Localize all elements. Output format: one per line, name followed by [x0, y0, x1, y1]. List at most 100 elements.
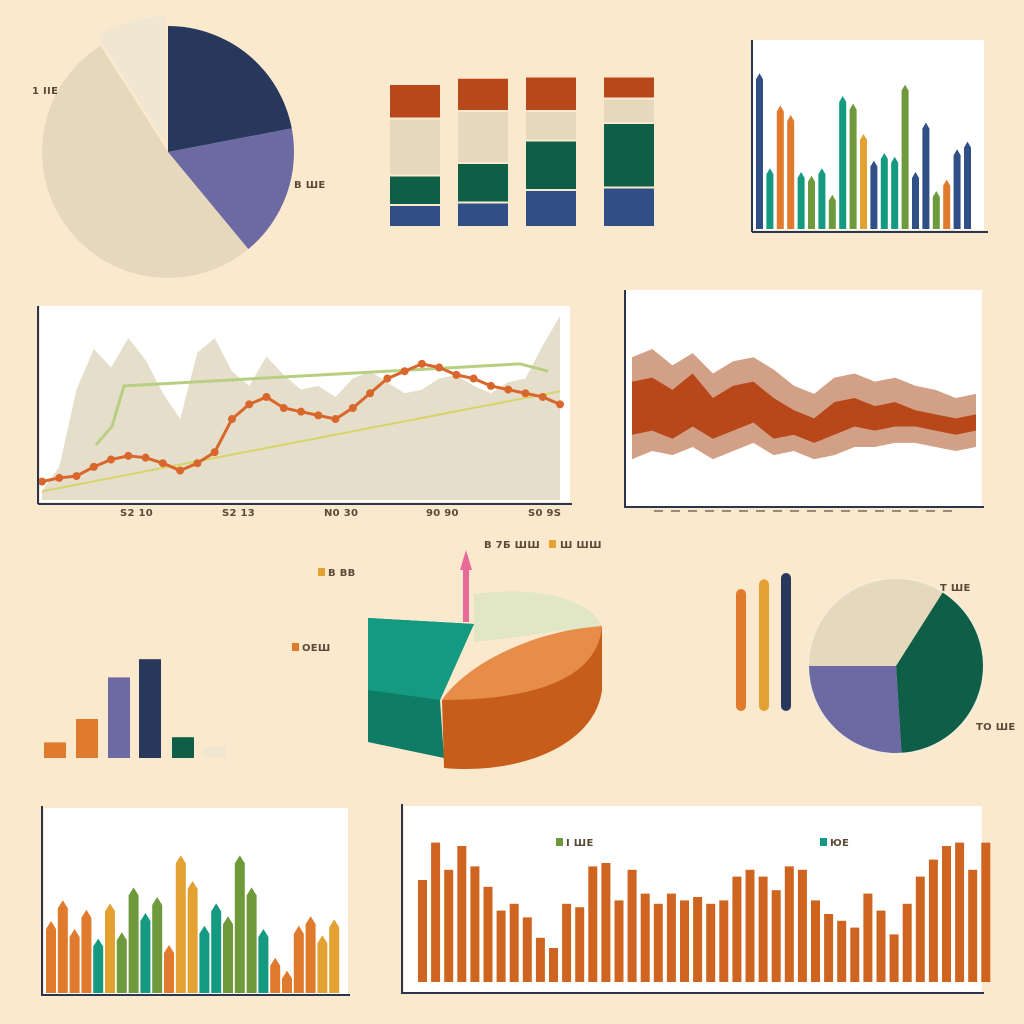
lower-left-bar-4	[139, 659, 161, 758]
bottom-right-bar-19	[653, 903, 663, 982]
bottom-right-bar-36	[876, 910, 886, 982]
line-chart-orange-point-3	[72, 472, 81, 481]
pie3d-pale-slice	[474, 591, 602, 642]
pie-right-slice-2	[896, 591, 985, 754]
bottom-right-bar-2	[431, 842, 441, 982]
thin-bar-14	[891, 156, 899, 229]
line-chart-yellow-line	[41, 390, 561, 493]
thin-bar-10	[849, 103, 857, 229]
pie-right-label-2: ТО ШЕ	[976, 722, 1016, 733]
stacked-bar-1-segment-4	[390, 85, 440, 118]
bottom-left-bar-14	[199, 925, 210, 993]
pie3d-arrow-shaft	[463, 566, 469, 622]
bottom-right-bar-43	[968, 869, 978, 982]
line-chart-orange-point-21	[383, 374, 392, 383]
line-x-tick-3: N0 30	[324, 508, 358, 519]
stacked-bar-1-segment-3	[390, 119, 440, 175]
line-x-tick-2: S2 13	[222, 508, 255, 519]
stacked-bar-4-segment-3	[604, 99, 654, 122]
thin-bar-21	[964, 141, 971, 229]
bottom-right-bar-5	[470, 866, 480, 982]
pie-chart-top-left	[42, 16, 294, 278]
band-area-chart-right	[632, 349, 976, 512]
pie3d-orange-top	[442, 626, 602, 700]
stacked-bar-4-segment-1	[604, 188, 654, 226]
bottom-right-bar-40	[928, 859, 938, 982]
line-chart-orange-point-18	[331, 415, 340, 424]
line-chart-orange-point-29	[521, 389, 530, 398]
line-chart-orange-point-1	[38, 477, 46, 486]
bottom-right-legend-swatch-2	[820, 838, 827, 846]
bottom-right-bar-12	[562, 903, 572, 982]
stacked-bar-3-segment-4	[526, 77, 576, 110]
thin-bar-8	[828, 194, 836, 229]
lower-left-bar-1	[44, 742, 66, 758]
bottom-right-bar-16	[614, 900, 624, 982]
pie3d-label-3: В ВВ	[328, 568, 356, 579]
bottom-left-bar-21	[282, 970, 292, 993]
bottom-right-bar-32	[824, 914, 834, 982]
lower-left-bar-5	[172, 737, 194, 758]
stacked-bar-3-segment-2	[526, 141, 576, 189]
pie-right-label-1: Т ШЕ	[940, 583, 971, 594]
line-chart-orange-point-22	[400, 367, 409, 376]
bottom-right-bar-44	[981, 842, 991, 982]
pie-top-left-slice-1	[168, 26, 292, 152]
bottom-right-bar-7	[496, 910, 506, 982]
line-x-tick-1: S2 10	[120, 508, 153, 519]
pie3d-label-1: В 7Б ШШ	[484, 540, 540, 551]
stacked-bar-1-segment-2	[390, 176, 440, 204]
stacked-bar-2-segment-4	[458, 78, 508, 110]
pie3d-teal-top	[368, 618, 474, 700]
bottom-right-bar-33	[837, 920, 847, 982]
bottom-right-bar-29	[784, 866, 794, 982]
line-chart-orange-point-26	[469, 374, 478, 383]
line-chart-orange-point-16	[297, 407, 305, 416]
line-chart-orange-point-10	[193, 459, 202, 468]
bottom-right-bar-22	[693, 897, 703, 982]
line-chart-orange-point-12	[227, 415, 236, 424]
thin-bar-16	[912, 172, 919, 229]
bottom-left-bar-20	[270, 957, 281, 993]
bottom-right-bar-11	[549, 948, 558, 982]
thin-bar-4	[787, 115, 795, 229]
bottom-right-bar-25	[732, 876, 742, 982]
band-inner	[632, 373, 976, 443]
stacked-bar-3-segment-1	[526, 191, 576, 226]
line-chart-orange-point-24	[435, 363, 444, 372]
bottom-left-bar-7	[116, 932, 127, 993]
pie3d-legend-swatch-3	[318, 568, 325, 576]
line-chart-orange-point-9	[176, 466, 185, 475]
bar-chart-bottom-right	[418, 842, 991, 982]
pie3d-label-4: ОЕШ	[302, 643, 331, 654]
bottom-right-bar-34	[850, 927, 860, 982]
stacked-bar-2-segment-3	[458, 112, 508, 162]
bottom-right-legend-1: I ШЕ	[566, 838, 594, 849]
bottom-left-bar-13	[187, 881, 198, 993]
stacked-bar-4-segment-4	[604, 77, 654, 98]
bottom-right-bar-4	[457, 846, 467, 982]
thin-bar-7	[818, 168, 826, 229]
bottom-right-bar-6	[483, 886, 493, 982]
pie-right-outline	[807, 577, 985, 755]
bottom-left-bar-18	[246, 887, 257, 993]
stacked-bar-chart-top	[390, 77, 654, 226]
bottom-right-bar-27	[758, 876, 768, 982]
lower-left-bar-6	[204, 746, 226, 758]
line-chart-orange-point-11	[210, 448, 219, 457]
thin-bar-chart-top-right	[756, 73, 971, 229]
thin-bar-2	[766, 168, 774, 229]
thin-bar-9	[839, 96, 847, 229]
line-chart-orange-point-19	[348, 404, 357, 412]
line-chart-orange-point-28	[504, 385, 513, 394]
bottom-right-legend-2: ЮЕ	[830, 838, 849, 849]
bottom-right-bar-23	[706, 903, 716, 982]
bottom-right-bar-35	[863, 893, 873, 982]
pie-chart-right	[807, 577, 985, 755]
thin-bar-12	[870, 160, 878, 229]
bottom-left-bar-4	[81, 909, 92, 993]
line-chart-orange-point-5	[107, 455, 116, 464]
thin-bar-5	[797, 172, 805, 229]
stacked-bar-1-segment-1	[390, 206, 440, 226]
